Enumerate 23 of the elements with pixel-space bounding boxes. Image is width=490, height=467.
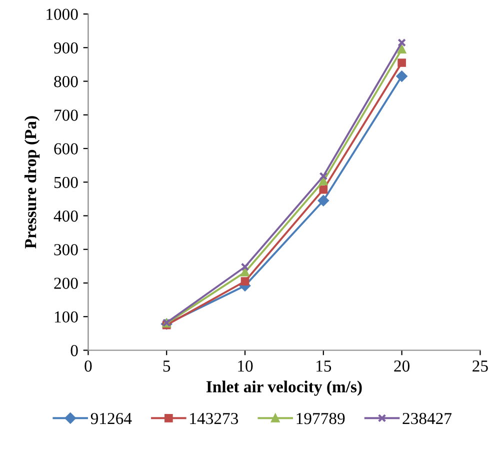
y-tick-label: 500 — [54, 176, 78, 188]
y-tick-label: 400 — [54, 210, 78, 222]
x-tick-label: 10 — [238, 360, 253, 372]
y-tick-label: 900 — [54, 42, 78, 54]
y-tick-label: 800 — [54, 76, 78, 88]
y-tick-label: 100 — [54, 311, 78, 323]
y-tick-label: 700 — [54, 110, 78, 121]
y-tick-label: 300 — [54, 244, 78, 256]
x-tick-label: 5 — [163, 360, 170, 372]
x-tick-label: 0 — [84, 360, 92, 372]
y-tick-label: 200 — [54, 278, 78, 289]
x-tick-label: 25 — [472, 360, 488, 372]
legend-label: 91264 — [90, 412, 132, 424]
y-tick-label: 600 — [54, 143, 78, 154]
y-tick-label: 0 — [70, 344, 78, 356]
x-tick-label: 20 — [394, 360, 410, 372]
legend-label: 197789 — [296, 412, 345, 424]
y-tick-label: 1000 — [46, 8, 78, 20]
x-axis-title: Inlet air velocity (m/s) — [206, 380, 362, 396]
x-tick-label: 15 — [316, 360, 332, 372]
legend-label: 143273 — [190, 412, 238, 424]
legend-label: 238427 — [402, 412, 452, 424]
y-axis-title: Pressure drop (Pa) — [24, 116, 40, 249]
